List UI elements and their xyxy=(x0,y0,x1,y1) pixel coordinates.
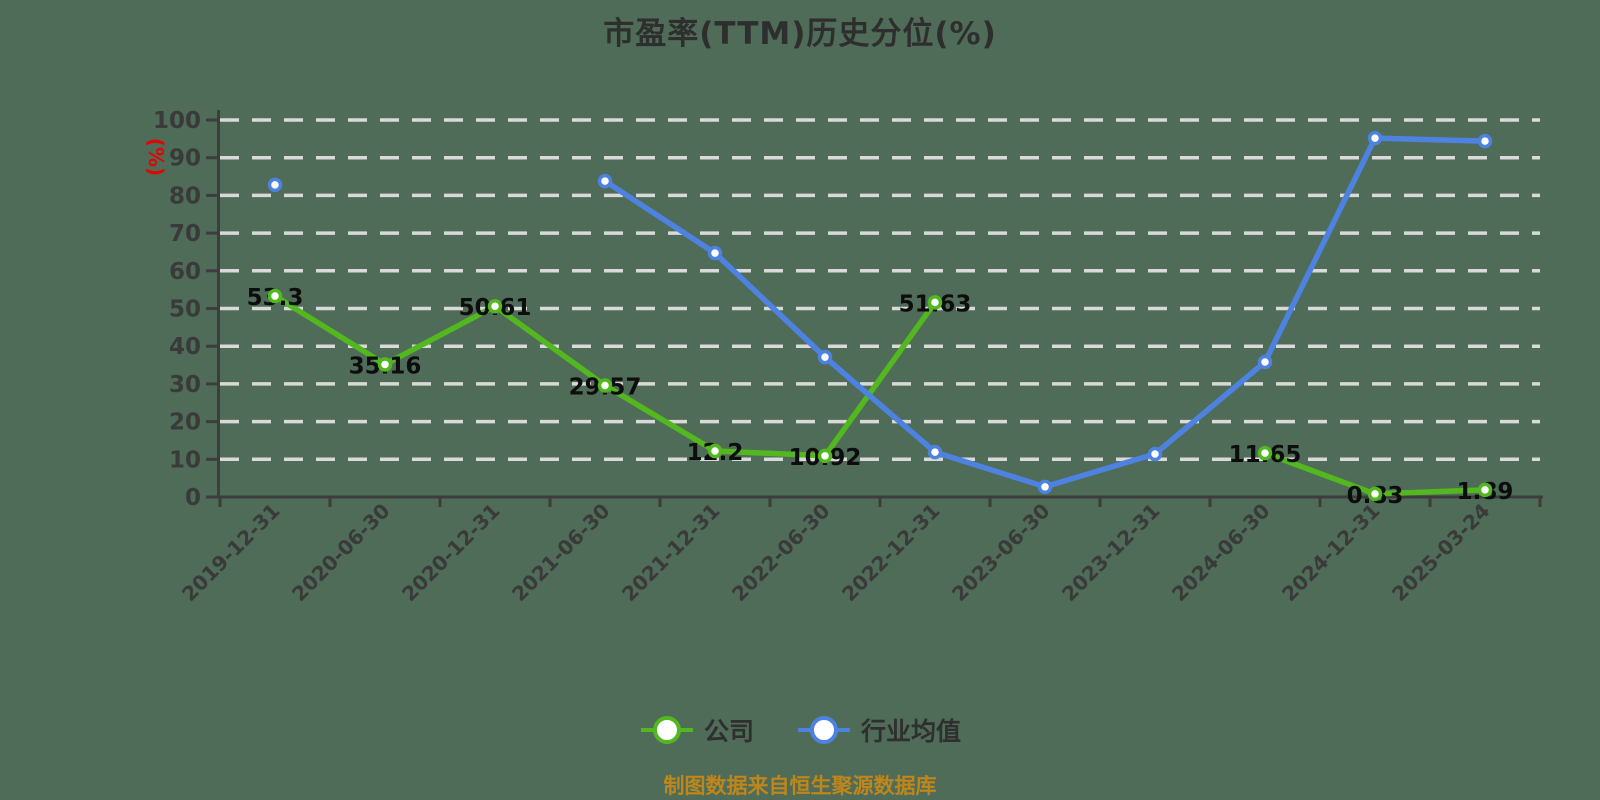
x-tick-label: 2024-12-31 xyxy=(1277,499,1384,606)
industry-data-point xyxy=(1257,354,1273,370)
y-tick-label: 50 xyxy=(169,297,201,323)
x-tick-label: 2020-06-30 xyxy=(287,499,394,606)
y-tick-label: 60 xyxy=(169,259,201,285)
industry-data-point xyxy=(597,173,613,189)
company-data-point xyxy=(377,357,393,372)
company-data-point xyxy=(597,378,613,393)
company-data-point xyxy=(267,288,283,304)
legend-label-industry-average: 行业均值 xyxy=(861,717,962,746)
y-tick-label: 10 xyxy=(169,447,201,473)
x-tick-label: 2024-06-30 xyxy=(1167,499,1274,606)
company-data-point xyxy=(927,295,943,310)
company-data-point xyxy=(1367,486,1383,502)
industry-data-point xyxy=(707,245,723,261)
y-tick-label: 0 xyxy=(185,485,201,511)
x-tick-label: 2021-12-31 xyxy=(617,499,724,606)
industry-data-point xyxy=(1037,479,1053,495)
industry-series-line xyxy=(602,135,1488,490)
legend-item-industry-average[interactable]: 行业均值 xyxy=(796,712,961,748)
chart-title: 市盈率(TTM)历史分位(%) xyxy=(603,16,997,52)
industry-data-point xyxy=(1477,133,1493,149)
legend: 公司 行业均值 xyxy=(0,712,1600,748)
x-tick-label: 2019-12-31 xyxy=(177,499,284,606)
y-tick-label: 30 xyxy=(169,372,201,398)
legend-item-company[interactable]: 公司 xyxy=(639,712,754,748)
x-tick-label: 2022-12-31 xyxy=(837,499,944,606)
y-tick-label: 70 xyxy=(169,221,201,247)
y-tick-label: 40 xyxy=(169,334,201,360)
industry-data-point xyxy=(817,349,833,365)
company-data-point xyxy=(707,443,723,459)
x-tick-label: 2022-06-30 xyxy=(727,499,834,606)
data-source-caption: 制图数据来自恒生聚源数据库 xyxy=(663,774,937,798)
x-tick-label: 2023-06-30 xyxy=(947,499,1054,606)
company-series-marker-icon xyxy=(640,716,693,744)
y-tick-label: 20 xyxy=(169,410,201,436)
industry-data-point xyxy=(927,444,943,460)
y-tick-label: 90 xyxy=(169,146,201,172)
company-data-point xyxy=(487,298,503,314)
company-series-line xyxy=(272,293,1488,497)
industry-series-marker-icon xyxy=(798,716,850,744)
y-tick-label: 100 xyxy=(153,108,201,134)
x-tick-label: 2020-12-31 xyxy=(397,499,504,606)
industry-data-point xyxy=(1367,130,1383,146)
y-tick-label: 80 xyxy=(169,183,201,209)
company-data-point xyxy=(1477,482,1493,498)
company-data-point xyxy=(1257,445,1273,461)
legend-label-company: 公司 xyxy=(703,717,754,746)
company-data-point xyxy=(817,448,833,464)
industry-data-point xyxy=(267,177,283,193)
x-tick-label: 2025-03-24 xyxy=(1387,499,1494,606)
x-tick-label: 2023-12-31 xyxy=(1057,499,1164,606)
industry-data-point xyxy=(1147,446,1163,462)
x-tick-label: 2021-06-30 xyxy=(507,499,614,606)
